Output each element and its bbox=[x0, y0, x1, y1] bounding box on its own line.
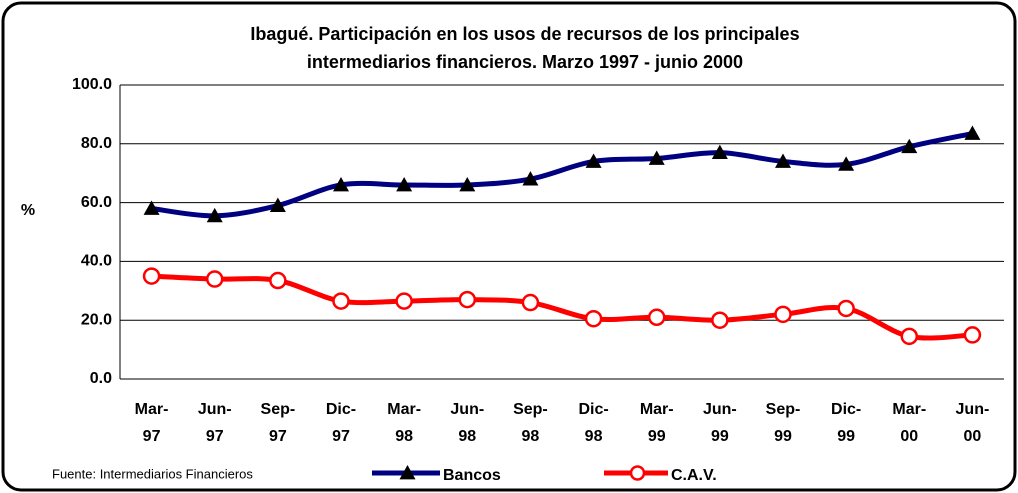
y-tick-label: 0.0 bbox=[90, 370, 112, 387]
marker bbox=[838, 156, 855, 171]
marker bbox=[458, 290, 477, 309]
x-tick-label: Dic-99 bbox=[831, 401, 861, 445]
legend-marker bbox=[399, 465, 416, 480]
marker bbox=[964, 125, 981, 140]
x-tick-label: Dic-97 bbox=[326, 401, 356, 445]
marker bbox=[333, 176, 349, 192]
y-tick-label: 100.0 bbox=[72, 76, 112, 93]
legend-marker bbox=[629, 465, 646, 481]
x-tick-label: Dic-98 bbox=[578, 401, 608, 445]
x-tick-label: Jun-98 bbox=[450, 401, 484, 445]
marker bbox=[900, 327, 919, 346]
marker bbox=[269, 197, 286, 212]
x-tick-label: Sep-98 bbox=[513, 401, 548, 445]
chart-title: Ibagué. Participación en los usos de rec… bbox=[250, 24, 799, 44]
marker bbox=[648, 150, 665, 165]
marker bbox=[459, 176, 476, 192]
marker bbox=[711, 311, 729, 329]
chart-title: intermediarios financieros. Marzo 1997 -… bbox=[307, 52, 743, 72]
marker bbox=[647, 308, 666, 327]
y-tick-label: 20.0 bbox=[81, 311, 112, 328]
marker bbox=[206, 207, 223, 223]
marker bbox=[396, 176, 413, 192]
x-tick-label: Mar-98 bbox=[387, 401, 421, 445]
x-tick-label: Jun-99 bbox=[703, 401, 737, 445]
marker bbox=[521, 293, 540, 312]
y-tick-label: 60.0 bbox=[81, 194, 112, 211]
x-tick-label: Mar-99 bbox=[640, 401, 674, 445]
x-tick-label: Sep-99 bbox=[766, 401, 801, 445]
marker bbox=[522, 171, 539, 186]
marker bbox=[205, 270, 224, 288]
marker bbox=[332, 292, 350, 310]
marker bbox=[143, 200, 160, 215]
marker bbox=[774, 305, 792, 324]
marker bbox=[585, 153, 602, 168]
marker bbox=[269, 271, 287, 290]
y-tick-label: 80.0 bbox=[81, 135, 112, 152]
legend-label: C.A.V. bbox=[671, 467, 717, 484]
x-tick-label: Jun-00 bbox=[956, 401, 990, 445]
x-tick-label: Jun-97 bbox=[198, 401, 232, 445]
marker bbox=[395, 292, 413, 310]
marker bbox=[142, 267, 161, 285]
marker bbox=[775, 153, 791, 168]
y-axis-label: % bbox=[21, 202, 35, 219]
legend-label: Bancos bbox=[443, 467, 501, 484]
marker bbox=[963, 326, 982, 344]
x-tick-label: Sep-97 bbox=[261, 401, 296, 445]
x-tick-label: Mar-97 bbox=[135, 401, 169, 445]
x-tick-label: Mar-00 bbox=[892, 401, 926, 445]
marker bbox=[901, 138, 918, 154]
marker bbox=[584, 309, 603, 328]
source-note: Fuente: Intermediarios Financieros bbox=[52, 466, 253, 481]
marker bbox=[711, 144, 728, 160]
y-tick-label: 40.0 bbox=[81, 253, 112, 270]
marker bbox=[837, 299, 855, 318]
